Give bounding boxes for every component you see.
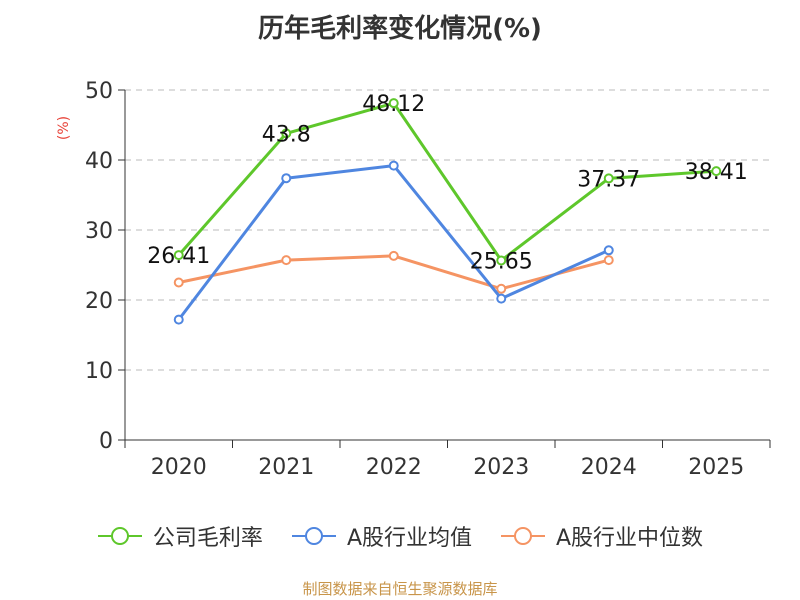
data-label: 37.37 <box>577 167 640 192</box>
legend: 公司毛利率 A股行业均值 A股行业中位数 <box>0 520 800 552</box>
data-point[interactable] <box>388 98 399 109</box>
data-point[interactable] <box>281 173 292 184</box>
x-tick-label: 2025 <box>688 455 744 480</box>
y-tick-label: 50 <box>85 79 113 104</box>
data-label: 48.12 <box>362 92 425 117</box>
x-tick-label: 2024 <box>581 455 637 480</box>
data-label: 43.8 <box>262 122 311 147</box>
data-point[interactable] <box>496 255 507 266</box>
data-point[interactable] <box>173 314 184 325</box>
data-point[interactable] <box>496 293 507 304</box>
x-tick-label: 2020 <box>151 455 207 480</box>
data-point[interactable] <box>603 245 614 256</box>
data-labels: 26.41 43.8 48.12 25.65 37.37 38.41 <box>147 92 747 274</box>
x-tick-label: 2021 <box>258 455 314 480</box>
data-point[interactable] <box>388 160 399 171</box>
y-axis-unit: (%) <box>56 116 72 140</box>
data-point[interactable] <box>173 250 184 261</box>
series-group <box>173 98 722 325</box>
legend-label: A股行业均值 <box>346 526 472 551</box>
y-tick-label: 0 <box>99 429 113 454</box>
legend-label: A股行业中位数 <box>556 526 704 551</box>
chart-title: 历年毛利率变化情况(%) <box>258 14 542 44</box>
data-label: 25.65 <box>470 249 533 274</box>
data-point[interactable] <box>711 166 722 177</box>
legend-item[interactable]: A股行业均值 <box>291 520 472 552</box>
legend-marker-icon <box>501 527 545 545</box>
legend-label: 公司毛利率 <box>152 526 263 551</box>
axes: 0 10 20 30 40 50 2020 2021 2022 2023 2024 2025 (%) <box>56 79 771 480</box>
legend-item[interactable]: A股行业中位数 <box>500 520 703 552</box>
x-tick-label: 2023 <box>473 455 529 480</box>
series-line <box>177 101 717 262</box>
data-label: 26.41 <box>147 244 210 269</box>
y-tick-label: 30 <box>85 219 113 244</box>
data-point[interactable] <box>173 277 184 288</box>
legend-marker-icon <box>97 527 142 545</box>
series-line <box>177 164 610 321</box>
data-label: 38.41 <box>685 160 748 185</box>
y-tick-label: 40 <box>85 149 113 174</box>
y-tick-label: 20 <box>85 289 113 314</box>
source-note: 制图数据来自恒生聚源数据库 <box>302 580 498 598</box>
y-tick-label: 10 <box>85 359 113 384</box>
x-tick-label: 2022 <box>366 455 422 480</box>
data-point[interactable] <box>603 255 614 266</box>
legend-marker-icon <box>291 527 336 545</box>
data-point[interactable] <box>603 173 614 184</box>
data-point[interactable] <box>281 255 292 266</box>
legend-item[interactable]: 公司毛利率 <box>97 520 263 552</box>
data-point[interactable] <box>388 250 399 261</box>
data-point[interactable] <box>281 128 292 139</box>
data-point[interactable] <box>496 283 507 294</box>
